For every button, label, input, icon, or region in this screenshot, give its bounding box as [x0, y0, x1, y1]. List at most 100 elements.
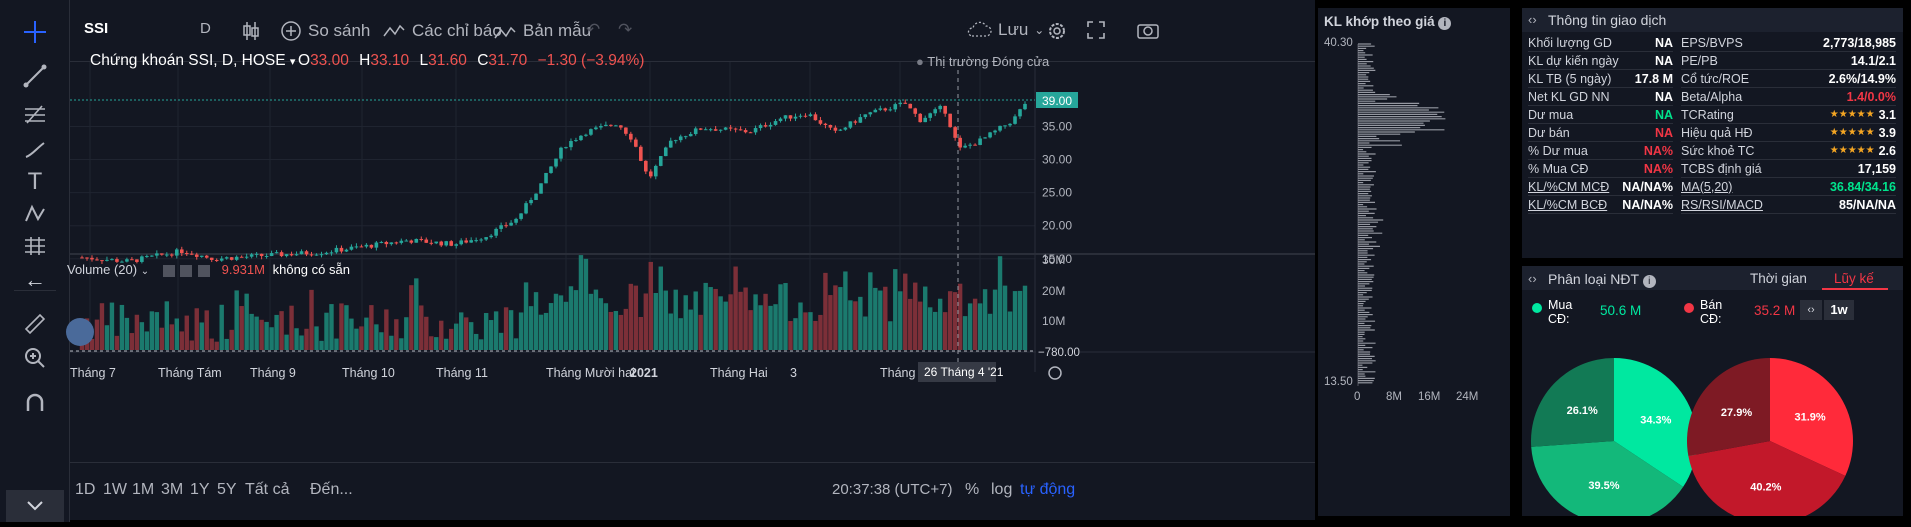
symbol-search[interactable]: SSI	[84, 20, 109, 37]
info-key: RS/RSI/MACD	[1681, 197, 1763, 212]
candle-body	[234, 256, 239, 260]
info-icon[interactable]: i	[1438, 17, 1452, 30]
pattern-icon[interactable]	[0, 196, 70, 232]
tab-time[interactable]: Thời gian	[1750, 271, 1807, 286]
zoom-icon[interactable]	[0, 340, 70, 376]
volume-bar	[573, 290, 579, 350]
brush-icon[interactable]	[0, 132, 70, 168]
volume-bar	[743, 287, 748, 350]
close-icon[interactable]	[197, 264, 210, 277]
info-value: 14.1/2.1	[1850, 53, 1896, 68]
collapse-toolbar-icon[interactable]	[6, 490, 64, 522]
camera-icon[interactable]	[1136, 20, 1160, 40]
templates-button[interactable]: Bản mẫu	[493, 20, 591, 42]
redo-icon[interactable]: ↷	[618, 20, 633, 39]
price-chart[interactable]: 35.00 30.00 25.00 20.00 15.00 39.00 30M 20M 10M −…	[70, 62, 1315, 462]
candle-body	[394, 242, 399, 244]
indicators-button[interactable]: Các chỉ báo	[382, 20, 502, 42]
chart-footer: 1D 1W 1M 3M 1Y 5Y Tất cả Đến... 20:37:38 (UTC+…	[70, 462, 1315, 520]
volume-bar	[319, 340, 324, 350]
volume-bar	[473, 333, 479, 350]
info-icon[interactable]: i	[1642, 275, 1656, 288]
range-button-1y[interactable]: 1Y	[190, 481, 210, 498]
auto-scale-toggle[interactable]: tự động	[1020, 481, 1076, 498]
candle-body	[534, 193, 538, 200]
volume-bar	[873, 287, 878, 350]
candle-body	[639, 146, 643, 161]
chevron-down-icon: ⌄	[1034, 23, 1045, 37]
info-key: KL/%CM MCĐ	[1528, 179, 1610, 194]
interval-button[interactable]: D	[200, 20, 211, 37]
panel-toggle-icon[interactable]: ‹›	[1528, 12, 1537, 27]
prediction-icon[interactable]	[0, 228, 70, 264]
range-button-1d[interactable]: 1D	[75, 481, 96, 498]
candle-body	[928, 113, 933, 118]
candle-body	[963, 145, 967, 148]
fullscreen-icon[interactable]	[1086, 20, 1106, 40]
symbol-title[interactable]: Chứng khoán SSI, D, HOSE ▾	[90, 52, 295, 70]
chart-type-icon[interactable]	[242, 20, 260, 42]
fib-icon[interactable]	[0, 96, 70, 132]
volume-bar	[628, 283, 634, 350]
templates-label: Bản mẫu	[523, 21, 592, 40]
buy-dot-icon	[1532, 303, 1542, 313]
info-value: NA/NA%	[1622, 197, 1673, 212]
info-value: 2.6	[1878, 143, 1896, 158]
settings-gear-icon[interactable]	[1046, 20, 1068, 42]
period-toggle-icon[interactable]: ‹›	[1800, 300, 1822, 320]
save-button[interactable]: Lưu ⌄	[966, 20, 1044, 40]
panel-toggle-icon[interactable]: ‹›	[1528, 271, 1537, 286]
volume-bar	[633, 285, 639, 350]
volume-bar	[803, 312, 808, 350]
buy-pie-slice	[1614, 358, 1697, 487]
range-button-1m[interactable]: 1M	[132, 481, 155, 498]
volume-bar	[763, 293, 768, 350]
magnet-icon[interactable]	[0, 386, 70, 422]
candle-body	[204, 255, 209, 258]
volume-bar	[493, 311, 499, 350]
time-axis-label: Tháng Tám	[158, 366, 222, 380]
trend-line-icon[interactable]	[0, 58, 70, 94]
period-button[interactable]: 1w	[1824, 300, 1854, 320]
volume-bar	[389, 335, 394, 350]
candle-body	[264, 255, 269, 257]
info-value: 3.1	[1878, 107, 1896, 122]
volume-bar	[339, 303, 344, 350]
visibility-icon[interactable]	[162, 264, 175, 277]
text-tool-icon[interactable]: T	[27, 168, 43, 195]
volume-bar	[409, 285, 414, 350]
volume-bar	[249, 313, 254, 350]
market-status: ● Thị trường Đóng cửa	[916, 54, 1049, 69]
settings-icon[interactable]	[180, 264, 193, 277]
undo-icon[interactable]: ↶	[586, 20, 601, 39]
volume-bar	[828, 295, 833, 350]
sell-pie-label: 40.2%	[1750, 481, 1781, 493]
info-row: Cổ tức/ROE 2.6%/14.9%	[1681, 70, 1896, 88]
info-row: % Dư mua NA%	[1528, 142, 1673, 160]
volume-bar	[314, 326, 319, 350]
range-button-tất cả[interactable]: Tất cả	[245, 481, 290, 498]
info-key: TCRating	[1681, 107, 1734, 122]
info-key: Dư bán	[1528, 125, 1570, 140]
range-button-3m[interactable]: 3M	[161, 481, 184, 498]
arrow-left-icon[interactable]: ←	[24, 267, 46, 292]
goto-date-button[interactable]: Đến...	[310, 481, 353, 498]
volume-bar	[853, 301, 858, 350]
crosshair-icon[interactable]	[0, 14, 70, 50]
tab-cumulative[interactable]: Lũy kế	[1834, 271, 1874, 286]
log-toggle[interactable]: log	[991, 481, 1013, 498]
volume-bar	[1017, 290, 1023, 350]
volume-bar	[598, 298, 604, 350]
candle-body	[863, 114, 868, 118]
percent-toggle[interactable]: %	[965, 481, 980, 498]
range-button-1w[interactable]: 1W	[103, 481, 127, 498]
candle-body	[768, 124, 773, 127]
open-label: O	[298, 52, 311, 69]
volume-bar	[693, 291, 698, 350]
ruler-icon[interactable]	[0, 306, 70, 342]
compare-button[interactable]: So sánh	[280, 20, 370, 42]
candle-body	[943, 105, 947, 114]
candle-body	[978, 138, 982, 145]
range-button-5y[interactable]: 5Y	[217, 481, 237, 498]
volume-bar	[498, 332, 504, 350]
